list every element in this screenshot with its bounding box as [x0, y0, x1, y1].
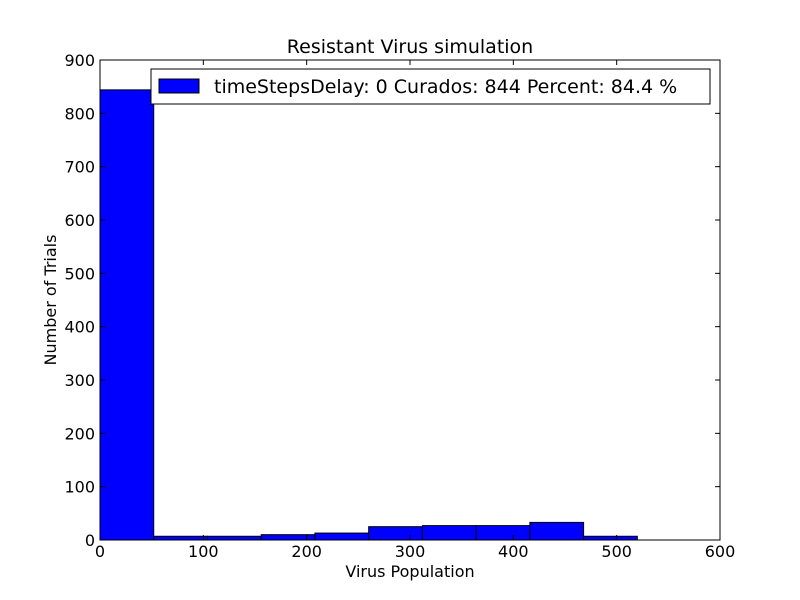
x-tick-label-4: 400: [498, 542, 529, 561]
legend-label: timeStepsDelay: 0 Curados: 844 Percent: …: [214, 76, 677, 98]
histogram-bar-8: [529, 521, 585, 541]
histogram-bar-7: [475, 525, 531, 541]
y-tick-label-6: 600: [64, 211, 95, 230]
legend-box: [150, 68, 711, 105]
y-tick-label-9: 900: [64, 51, 95, 70]
histogram-bar-9: [583, 535, 638, 541]
histogram-bar-6: [421, 525, 477, 541]
y-tick-label-0: 0: [85, 531, 95, 550]
x-tick-label-1: 100: [188, 542, 219, 561]
legend: timeStepsDelay: 0 Curados: 844 Percent: …: [150, 68, 711, 105]
chart-title: Resistant Virus simulation: [287, 36, 533, 58]
y-tick-labels: 0 100 200 300 400 500 600 700 800 900: [64, 51, 95, 550]
y-tick-label-7: 700: [64, 158, 95, 177]
x-tick-labels: 0 100 200 300 400 500 600: [95, 542, 735, 561]
x-axis-label: Virus Population: [345, 562, 474, 581]
histogram-bar-0: [99, 89, 155, 541]
legend-swatch: [158, 78, 200, 94]
y-tick-label-2: 200: [64, 424, 95, 443]
x-tick-label-3: 300: [395, 542, 426, 561]
x-tick-label-2: 200: [291, 542, 322, 561]
y-tick-label-3: 300: [64, 371, 95, 390]
y-tick-label-4: 400: [64, 318, 95, 337]
histogram-bar-1: [153, 535, 208, 541]
x-tick-label-5: 500: [601, 542, 632, 561]
x-tick-label-6: 600: [705, 542, 736, 561]
y-tick-label-1: 100: [64, 478, 95, 497]
ticks-layer: [99, 59, 721, 541]
y-axis-label: Number of Trials: [41, 235, 60, 366]
histogram-bar-2: [206, 535, 262, 541]
x-tick-label-0: 0: [95, 542, 105, 561]
y-tick-label-5: 500: [64, 264, 95, 283]
y-tick-label-8: 800: [64, 104, 95, 123]
histogram-bar-4: [314, 532, 370, 541]
histogram-bar-5: [368, 526, 423, 541]
